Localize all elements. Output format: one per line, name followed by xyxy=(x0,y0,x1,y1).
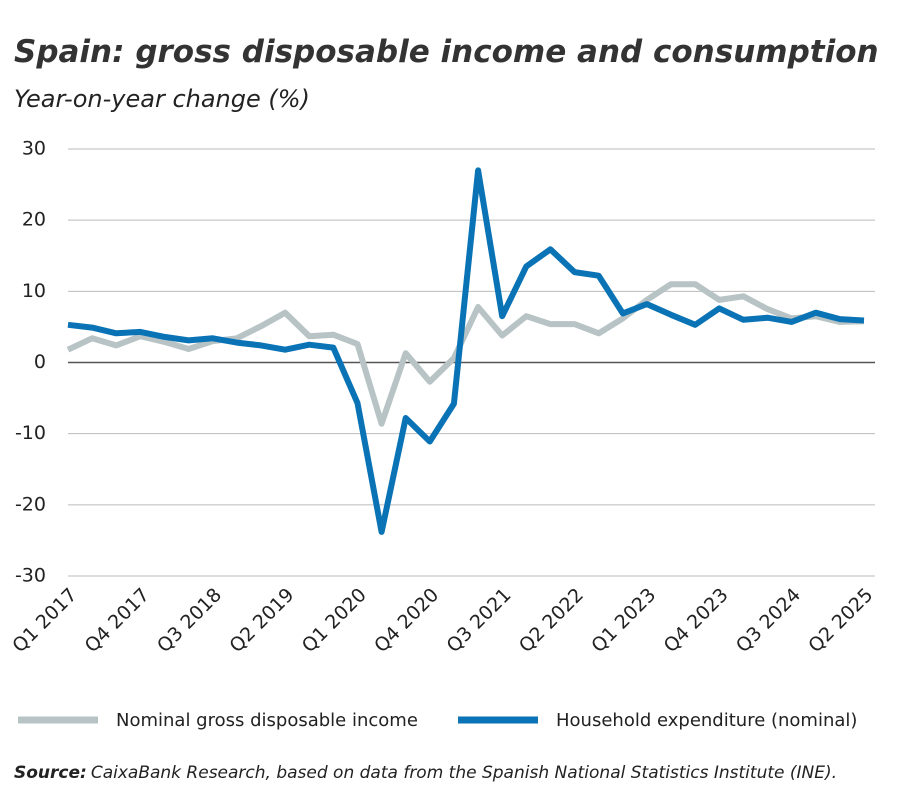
series-line xyxy=(66,281,865,427)
y-tick-label: 10 xyxy=(22,280,46,302)
x-tick-label: Q2 2019 xyxy=(225,584,298,657)
series-line xyxy=(67,167,865,535)
x-tick-label: Q1 2020 xyxy=(298,584,371,657)
x-tick-label: Q4 2020 xyxy=(370,584,443,657)
x-tick-label: Q1 2023 xyxy=(587,584,660,657)
x-tick-label: Q2 2022 xyxy=(515,584,588,657)
x-tick-label: Q3 2021 xyxy=(442,584,515,657)
legend-label: Nominal gross disposable income xyxy=(116,710,418,731)
legend-label: Household expenditure (nominal) xyxy=(556,710,857,731)
x-tick-label: Q2 2025 xyxy=(804,584,877,657)
chart-subtitle: Year-on-year change (%) xyxy=(14,85,310,113)
source-text: CaixaBank Research, based on data from t… xyxy=(91,763,837,783)
y-tick-label: 0 xyxy=(34,351,46,373)
y-tick-label: -20 xyxy=(15,493,46,515)
source: Source: CaixaBank Research, based on data… xyxy=(14,763,837,783)
source-label: Source: xyxy=(14,763,87,783)
x-tick-label: Q1 2017 xyxy=(8,584,81,657)
x-tick-label: Q4 2017 xyxy=(81,584,154,657)
y-tick-label: -30 xyxy=(15,565,46,587)
y-tick-label: -10 xyxy=(15,422,46,444)
y-tick-label: 30 xyxy=(22,138,46,160)
x-tick-label: Q3 2018 xyxy=(153,584,226,657)
x-tick-label: Q3 2024 xyxy=(732,584,805,657)
x-tick-label: Q4 2023 xyxy=(660,584,733,657)
chart-title: Spain: gross disposable income and consu… xyxy=(14,34,879,70)
y-tick-label: 20 xyxy=(22,209,46,231)
